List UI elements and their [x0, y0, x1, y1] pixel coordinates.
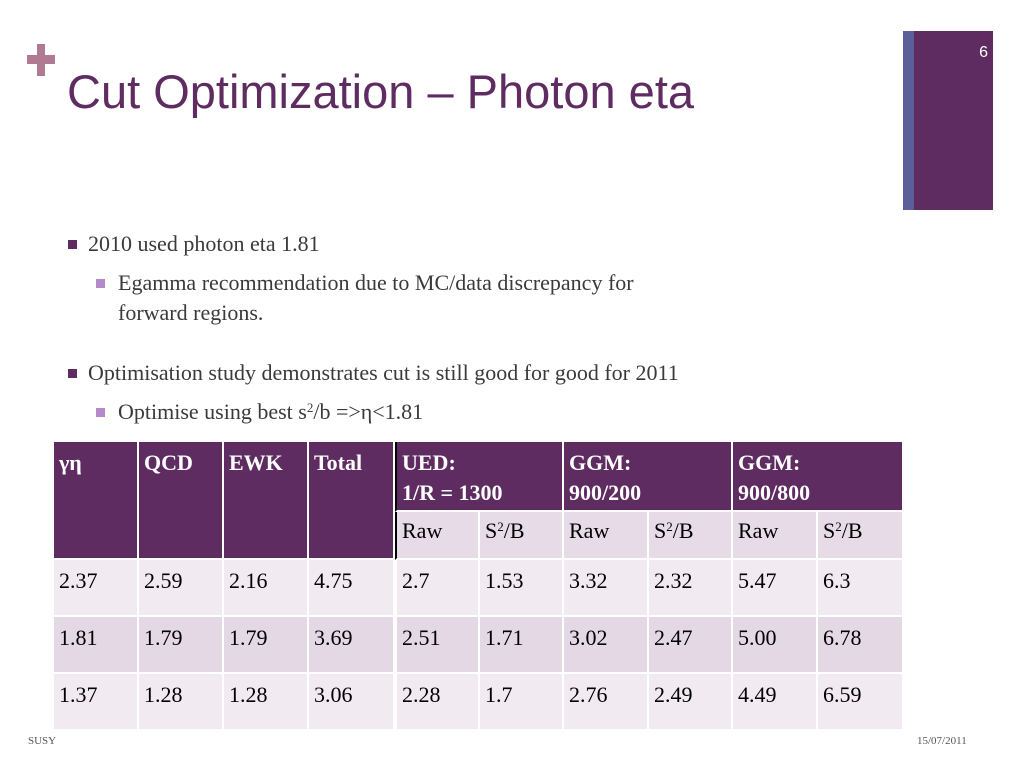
- table-cell: 2.28: [395, 674, 480, 731]
- header-ewk: EWK: [224, 442, 309, 560]
- bullet-2: Optimisation study demonstrates cut is s…: [68, 358, 679, 388]
- slide-number-box: [914, 31, 993, 210]
- footer-left: SUSY: [28, 735, 57, 747]
- table-cell: 1.28: [139, 674, 224, 731]
- subheader-raw: Raw: [395, 512, 480, 560]
- square-bullet-icon: [68, 240, 77, 249]
- header-total: Total: [309, 442, 395, 560]
- table-cell: 4.75: [309, 560, 395, 617]
- subheader-s2b: S2/B: [818, 512, 902, 560]
- table-cell: 2.7: [395, 560, 480, 617]
- sub-bullet-1-line2: forward regions.: [118, 300, 264, 325]
- square-bullet-icon: [96, 279, 105, 288]
- table-cell: 4.49: [733, 674, 818, 731]
- table-cell: 1.28: [224, 674, 309, 731]
- sub-bullet-1: Egamma recommendation due to MC/data dis…: [96, 268, 634, 328]
- table-cell: 6.59: [818, 674, 902, 731]
- table-cell: 3.06: [309, 674, 395, 731]
- bullet-2-text: Optimisation study demonstrates cut is s…: [88, 360, 679, 385]
- table-cell: 1.7: [480, 674, 564, 731]
- subheader-s2b: S2/B: [480, 512, 564, 560]
- square-bullet-icon: [68, 369, 77, 378]
- header-ggm-900-200: GGM: 900/200: [564, 442, 733, 512]
- header-qcd: QCD: [139, 442, 224, 560]
- subheader-s2b: S2/B: [649, 512, 733, 560]
- header-ggm-900-800: GGM: 900/800: [733, 442, 902, 512]
- sub-bullet-1-line1: Egamma recommendation due to MC/data dis…: [118, 270, 634, 295]
- header-eta: γη: [54, 442, 139, 560]
- bullet-1-text: 2010 used photon eta 1.81: [88, 231, 320, 256]
- table-cell: 2.76: [564, 674, 649, 731]
- plus-icon: [27, 44, 55, 76]
- table-cell: 2.47: [649, 617, 733, 674]
- sub-bullet-2: Optimise using best s2/b =>η<1.81: [96, 397, 424, 427]
- table-cell: 2.37: [54, 560, 139, 617]
- table-row: 1.81 1.79 1.79 3.69 2.51 1.71 3.02 2.47 …: [54, 617, 902, 674]
- bullet-1: 2010 used photon eta 1.81: [68, 229, 320, 259]
- table-row: 1.37 1.28 1.28 3.06 2.28 1.7 2.76 2.49 4…: [54, 674, 902, 731]
- sub-bullet-2-text: Optimise using best s2/b =>η<1.81: [118, 399, 424, 424]
- square-bullet-icon: [96, 408, 105, 417]
- table-cell: 1.79: [224, 617, 309, 674]
- table-cell: 1.79: [139, 617, 224, 674]
- table-cell: 3.02: [564, 617, 649, 674]
- slide-number: 6: [979, 44, 988, 61]
- table-cell: 2.49: [649, 674, 733, 731]
- table-cell: 2.51: [395, 617, 480, 674]
- table-cell: 2.32: [649, 560, 733, 617]
- table-cell: 1.53: [480, 560, 564, 617]
- table-cell: 5.47: [733, 560, 818, 617]
- table-cell: 2.59: [139, 560, 224, 617]
- table-cell: 6.3: [818, 560, 902, 617]
- table-cell: 1.81: [54, 617, 139, 674]
- table-cell: 1.71: [480, 617, 564, 674]
- subheader-raw: Raw: [733, 512, 818, 560]
- table-cell: 3.32: [564, 560, 649, 617]
- table-cell: 3.69: [309, 617, 395, 674]
- subheader-raw: Raw: [564, 512, 649, 560]
- footer-date: 15/07/2011: [917, 735, 967, 747]
- table-cell: 2.16: [224, 560, 309, 617]
- table-cell: 5.00: [733, 617, 818, 674]
- accent-stripe: [903, 31, 914, 210]
- table-row: 2.37 2.59 2.16 4.75 2.7 1.53 3.32 2.32 5…: [54, 560, 902, 617]
- results-table: γη QCD EWK Total UED: 1/R = 1300 GGM: 900/…: [54, 442, 902, 731]
- header-ued: UED: 1/R = 1300: [395, 442, 564, 512]
- slide-title: Cut Optimization – Photon eta: [67, 65, 695, 118]
- table-cell: 6.78: [818, 617, 902, 674]
- table-cell: 1.37: [54, 674, 139, 731]
